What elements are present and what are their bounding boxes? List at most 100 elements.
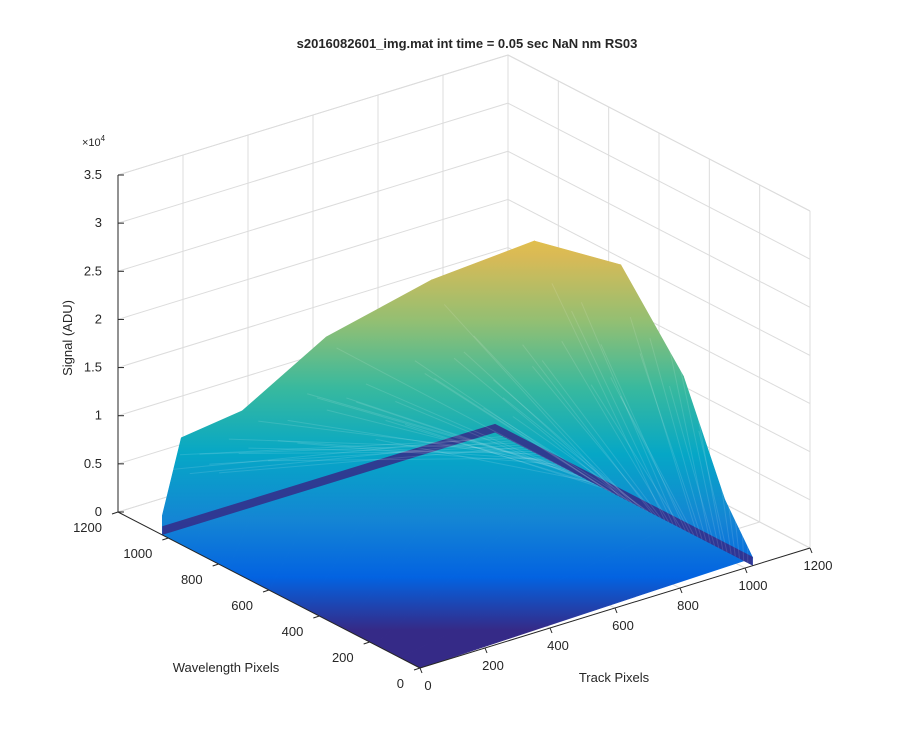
surface-texture-line bbox=[708, 397, 732, 555]
z-exponent-power: 4 bbox=[101, 134, 106, 143]
surface-texture-line bbox=[541, 360, 662, 519]
back-wall-gridline-z bbox=[117, 247, 509, 369]
chart-title: s2016082601_img.mat int time = 0.05 sec … bbox=[297, 36, 638, 51]
back-wall-gridline-z bbox=[117, 150, 509, 272]
axis-layer bbox=[111, 174, 813, 674]
surface-texture-line bbox=[228, 438, 528, 450]
y-tick-mark bbox=[413, 667, 421, 671]
z-exponent-label: ×104 bbox=[82, 134, 106, 149]
surface-texture-line bbox=[483, 407, 636, 506]
z-tick-label: 1.5 bbox=[84, 360, 102, 375]
z-tick-label: 0 bbox=[95, 504, 102, 519]
side-wall-gridline-z bbox=[507, 150, 811, 308]
y-tick-label: 0 bbox=[397, 676, 404, 691]
y-tick-label: 400 bbox=[282, 624, 304, 639]
surface-texture-line bbox=[688, 369, 724, 551]
surface-texture-line bbox=[258, 420, 541, 457]
y-tick-mark bbox=[262, 589, 270, 593]
surface-texture-line bbox=[571, 310, 674, 525]
y-tick-mark bbox=[111, 511, 119, 515]
surface-texture-line bbox=[551, 283, 666, 521]
surface-texture-line bbox=[316, 397, 566, 470]
surface-texture-line bbox=[179, 438, 508, 456]
x-tick-mark bbox=[614, 607, 618, 614]
surface-texture-line bbox=[737, 427, 745, 561]
surface-texture-line bbox=[238, 451, 532, 454]
surface-texture-line bbox=[336, 347, 574, 474]
tick-label-layer: 0200400600800100012000200400600800100012… bbox=[73, 167, 832, 693]
surface-texture-line bbox=[463, 351, 628, 502]
surface-texture-line bbox=[717, 426, 736, 557]
surface-texture-line bbox=[287, 419, 553, 463]
side-wall-gridline-z bbox=[507, 102, 811, 260]
x-tick-mark bbox=[809, 547, 813, 554]
surface-texture-line bbox=[434, 378, 616, 495]
x-tick-label: 800 bbox=[677, 598, 699, 613]
surface-texture-line bbox=[512, 416, 649, 512]
surface-texture-line bbox=[649, 338, 707, 542]
surface-texture-line bbox=[404, 424, 603, 489]
back-wall-gridline-z bbox=[117, 102, 509, 224]
surface-base bbox=[162, 423, 753, 566]
z-axis-label: Signal (ADU) bbox=[60, 300, 75, 376]
x-axis-label: Track Pixels bbox=[579, 670, 650, 685]
y-axis-label: Wavelength Pixels bbox=[173, 660, 280, 675]
surface-texture-line bbox=[346, 397, 578, 476]
z-tick-label: 3.5 bbox=[84, 167, 102, 182]
y-tick-mark bbox=[313, 615, 320, 619]
surface-texture-line bbox=[453, 357, 624, 500]
y-tick-mark bbox=[162, 537, 169, 541]
x-tick-label: 1200 bbox=[804, 558, 833, 573]
surface-texture-line bbox=[727, 453, 740, 559]
x-tick-label: 1000 bbox=[739, 578, 768, 593]
surface-texture-line bbox=[668, 385, 716, 546]
surface-texture-line bbox=[473, 335, 632, 504]
y-tick-label: 600 bbox=[231, 598, 253, 613]
x-tick-label: 200 bbox=[482, 658, 504, 673]
box-top-edge bbox=[117, 54, 509, 176]
surface-layer bbox=[161, 240, 754, 669]
x-tick-mark bbox=[419, 667, 423, 674]
y-tick-label: 1000 bbox=[123, 546, 152, 561]
surface-texture-line bbox=[610, 377, 691, 534]
surface-texture-line bbox=[219, 446, 524, 474]
surface-texture-line bbox=[492, 379, 641, 508]
surface-texture-line bbox=[659, 301, 711, 544]
side-wall-gridline-z bbox=[507, 198, 811, 356]
x-tick-mark bbox=[549, 627, 553, 634]
y-tick-mark bbox=[363, 641, 370, 645]
surface-texture-line bbox=[424, 373, 612, 493]
surface-texture-line bbox=[268, 457, 545, 462]
box-top-edge bbox=[507, 54, 811, 212]
surface-texture-line bbox=[297, 442, 557, 465]
y-tick-label: 1200 bbox=[73, 520, 102, 535]
z-tick-label: 3 bbox=[95, 215, 102, 230]
back-wall-gridline-z bbox=[117, 198, 509, 320]
z-tick-label: 2 bbox=[95, 311, 102, 326]
z-tick-label: 0.5 bbox=[84, 456, 102, 471]
surface-texture-line bbox=[502, 397, 645, 510]
surface-texture-line bbox=[326, 409, 570, 472]
surface-texture-line bbox=[443, 304, 620, 497]
surface-texture-line bbox=[307, 393, 562, 468]
z-tick-label: 2.5 bbox=[84, 263, 102, 278]
x-tick-mark bbox=[679, 587, 683, 594]
surface-texture-line bbox=[248, 447, 537, 455]
y-tick-label: 200 bbox=[332, 650, 354, 665]
surface-texture-line bbox=[189, 440, 512, 475]
surface-texture-line bbox=[590, 384, 682, 529]
surface-texture-line bbox=[561, 341, 670, 523]
x-tick-label: 400 bbox=[547, 638, 569, 653]
surface-texture-line bbox=[199, 442, 516, 455]
surface-texture-line bbox=[365, 383, 587, 480]
surface-texture-line bbox=[522, 344, 653, 515]
z-exponent-base: ×10 bbox=[82, 137, 101, 149]
surface-texture-line bbox=[385, 419, 595, 485]
surface-texture-line bbox=[639, 353, 703, 540]
surface-texture-line bbox=[620, 395, 695, 536]
x-tick-mark bbox=[744, 567, 748, 574]
y-tick-mark bbox=[212, 563, 219, 567]
y-tick-label: 800 bbox=[181, 572, 203, 587]
surface-texture-line bbox=[375, 438, 591, 483]
